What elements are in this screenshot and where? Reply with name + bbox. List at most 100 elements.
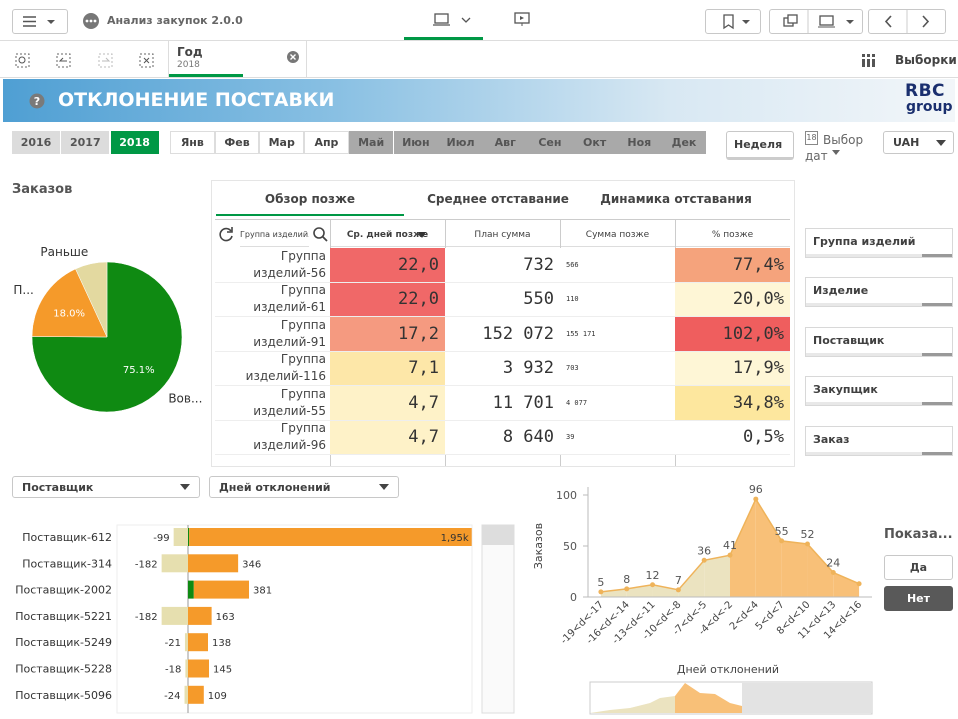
point [702,558,707,563]
slice-label: Вов... [168,392,202,406]
side-filter[interactable]: Поставщик [805,327,953,357]
dropdown-caret [379,484,389,490]
table-tab[interactable]: Среднее отставание [404,192,592,206]
point [624,586,629,591]
table-tab[interactable]: Динамика отставания [582,192,770,206]
selections-button[interactable]: Выборки [895,53,957,67]
month-button[interactable]: Янв [170,131,215,154]
year-button[interactable]: 2018 [111,131,160,154]
selection-tools[interactable] [10,49,160,71]
table-cell: 17,9% [675,352,790,387]
table-cell: 22,0 [330,248,445,283]
side-filter-label: Поставщик [813,334,884,347]
selections-icon[interactable] [859,51,877,69]
point [857,581,862,586]
bar [174,528,188,546]
month-button[interactable]: Окт [572,131,617,154]
point [805,541,810,546]
side-filter[interactable]: Закупщик [805,376,953,406]
side-filter-label: Закупщик [813,383,878,396]
banner-title: ОТКЛОНЕНИЕ ПОСТАВКИ [58,89,334,111]
month-button[interactable]: Сен [528,131,573,154]
bookmark-icon [706,10,760,33]
help-icon[interactable]: ? [29,93,45,109]
table-cell: 3 932 [445,352,560,387]
month-button[interactable]: Май [349,131,394,154]
bar [185,660,188,678]
selection-field: Год [177,45,203,59]
header-icons[interactable] [215,223,335,247]
column-header[interactable]: План сумма [445,223,560,247]
date-picker[interactable]: Выбор дат [805,132,875,164]
sort-caret [418,232,426,238]
bar-label: 163 [216,612,235,623]
dropdown[interactable]: Дней отклонений [209,476,399,498]
point [650,582,655,587]
table-cell: 550 [445,283,560,318]
table-tab[interactable]: Обзор позже [216,192,404,206]
point [676,587,681,592]
bar [188,581,194,599]
week-filter[interactable]: Неделя [726,131,794,160]
bar [162,607,188,625]
month-button[interactable]: Авг [483,131,528,154]
selection-chip[interactable]: Год 2018 [168,41,307,77]
currency: UAH [893,136,919,149]
side-filter[interactable]: Изделие [805,277,953,307]
sheet-switch[interactable] [430,10,480,32]
bookmark-button[interactable] [705,9,761,34]
nav-buttons[interactable] [868,9,946,34]
clear-selection[interactable] [286,50,300,64]
column-header[interactable]: % позже [675,223,790,247]
side-filter[interactable]: Группа изделий [805,228,953,258]
story-buttons[interactable] [769,9,863,34]
bar-label: -18 [165,665,181,676]
year-button[interactable]: 2016 [12,131,61,154]
table-cell: 152 072 [445,317,560,352]
bar-label: -182 [135,559,158,570]
bar [188,686,204,704]
column-header[interactable]: Ср. дней позже [330,223,445,247]
point-label: 36 [697,544,711,557]
bar [188,554,238,572]
present-button[interactable] [512,10,534,32]
bar-label: -182 [135,612,158,623]
table-cell: 0,5% [675,421,790,456]
month-button[interactable]: Дек [662,131,707,154]
column-header[interactable]: Сумма позже [560,223,675,247]
selection-value: 2018 [177,60,200,70]
toggle-option[interactable]: Нет [884,586,953,611]
point [753,497,758,502]
bar-label: 381 [253,586,272,597]
year-button[interactable]: 2017 [61,131,110,154]
side-filter-label: Изделие [813,284,868,297]
month-button[interactable]: Ноя [617,131,662,154]
month-button[interactable]: Апр [304,131,349,154]
month-button[interactable]: Фев [215,131,260,154]
side-filter-bar [806,452,952,455]
side-filter-bar-fill [922,452,952,455]
area-segment [756,499,782,597]
side-filter[interactable]: Заказ [805,426,953,456]
side-filter-label: Заказ [813,433,850,446]
header-line [215,219,790,220]
month-button[interactable]: Июн [394,131,439,154]
side-filter-bar-fill [922,353,952,356]
month-button[interactable]: Мар [259,131,304,154]
dropdown[interactable]: Поставщик [12,476,200,498]
pie-title: Заказов [12,182,72,197]
toggle-option[interactable]: Да [884,555,953,580]
row-label: Группа изделий-96 [215,421,330,456]
table-cell: 4,7 [330,386,445,421]
overview-shade [742,683,872,713]
menu-button[interactable] [12,9,68,34]
dropdown-caret [180,484,190,490]
active-indicator [404,37,483,40]
slice-value: 18.0% [53,309,85,320]
bar-label: -21 [165,638,181,649]
bar [188,528,189,546]
area-segment [782,541,808,597]
month-button[interactable]: Июл [438,131,483,154]
currency-select[interactable]: UAH [883,131,954,154]
row-label: Группа изделий-55 [215,386,330,421]
